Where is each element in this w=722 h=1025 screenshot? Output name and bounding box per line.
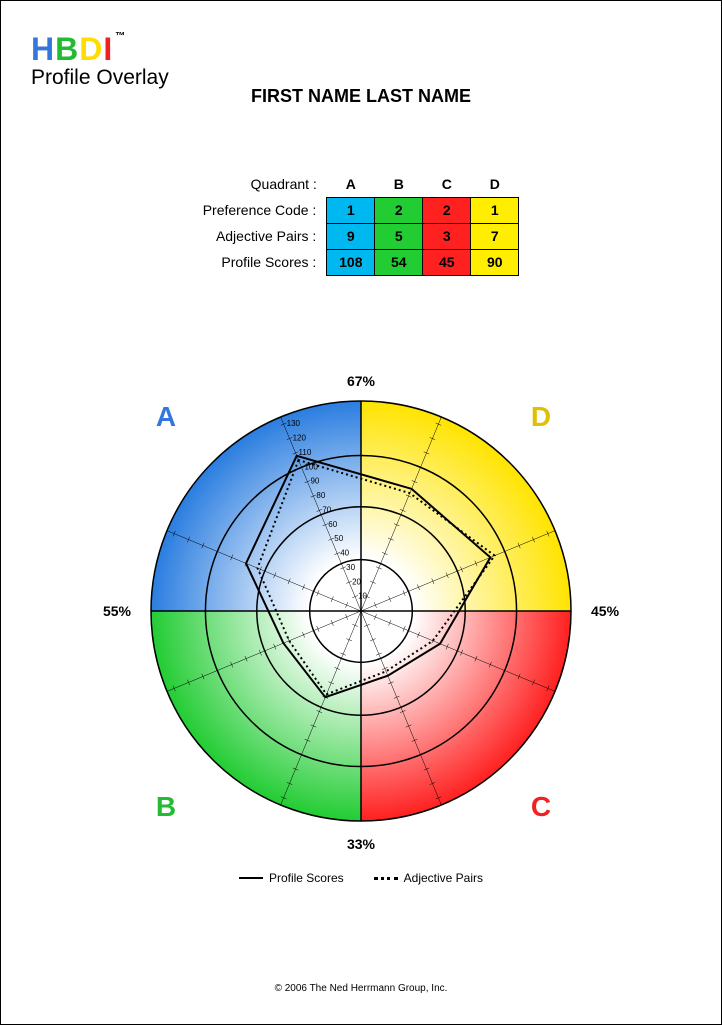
ring-label: 90 — [310, 477, 319, 486]
quadrant-label-a: A — [156, 401, 176, 432]
chart-wrap: 10 20 30 40 50 60 70 80 90 100 110 120 130 A D C B 67% 45%… — [1, 361, 721, 861]
ring-label: 20 — [352, 577, 361, 586]
ring-label: 50 — [334, 534, 343, 543]
cell-d: 7 — [471, 223, 519, 249]
ring-label: 100 — [304, 462, 318, 471]
row-label: Profile Scores : — [203, 249, 327, 275]
logo-letters: HBDI™ — [31, 31, 169, 68]
outer-percent: 33% — [347, 836, 376, 852]
ring-label: 60 — [328, 520, 337, 529]
quadrant-b — [151, 611, 361, 821]
ring-label: 70 — [322, 505, 331, 514]
cell-b: 2 — [375, 197, 423, 223]
cell-c: 3 — [423, 223, 471, 249]
cell-c: 45 — [423, 249, 471, 275]
ring-label: 120 — [293, 434, 307, 443]
row-label: Preference Code : — [203, 197, 327, 223]
logo-letter-i: I — [103, 31, 113, 68]
col-header-a: A — [327, 171, 375, 197]
col-header-d: D — [471, 171, 519, 197]
copyright: © 2006 The Ned Herrmann Group, Inc. — [1, 983, 721, 994]
logo-tm: ™ — [115, 31, 126, 42]
cell-c: 2 — [423, 197, 471, 223]
legend: Profile Scores Adjective Pairs — [1, 871, 721, 885]
cell-b: 54 — [375, 249, 423, 275]
outer-percent: 45% — [591, 603, 620, 619]
cell-a: 108 — [327, 249, 375, 275]
logo-letter-b: B — [55, 31, 79, 68]
cell-d: 1 — [471, 197, 519, 223]
logo-letter-d: D — [79, 31, 103, 68]
ring-label: 40 — [340, 549, 349, 558]
logo: HBDI™ Profile Overlay — [31, 31, 169, 90]
score-table-wrap: Quadrant :ABCDPreference Code :1221Adjec… — [1, 171, 721, 276]
logo-letter-h: H — [31, 31, 55, 68]
quadrant-label-b: B — [156, 791, 176, 822]
ring-label: 10 — [358, 592, 367, 601]
outer-percent: 67% — [347, 373, 376, 389]
quadrant-label-c: C — [531, 791, 551, 822]
cell-a: 1 — [327, 197, 375, 223]
ring-label: 110 — [299, 448, 312, 457]
col-header-b: B — [375, 171, 423, 197]
page-title: FIRST NAME LAST NAME — [1, 86, 721, 107]
quadrant-d — [361, 401, 571, 611]
ring-label: 130 — [287, 419, 301, 428]
quadrant-label-d: D — [531, 401, 551, 432]
col-header-c: C — [423, 171, 471, 197]
cell-b: 5 — [375, 223, 423, 249]
legend-item: Adjective Pairs — [374, 871, 483, 885]
cell-a: 9 — [327, 223, 375, 249]
outer-percent: 55% — [103, 603, 132, 619]
ring-label: 80 — [316, 491, 325, 500]
quadrant-c — [361, 611, 571, 821]
hbdi-chart: 10 20 30 40 50 60 70 80 90 100 110 120 130 A D C B 67% 45%… — [91, 361, 631, 861]
row-label: Adjective Pairs : — [203, 223, 327, 249]
legend-item: Profile Scores — [239, 871, 344, 885]
ring-label: 30 — [346, 563, 355, 572]
cell-d: 90 — [471, 249, 519, 275]
score-table: Quadrant :ABCDPreference Code :1221Adjec… — [203, 171, 520, 276]
